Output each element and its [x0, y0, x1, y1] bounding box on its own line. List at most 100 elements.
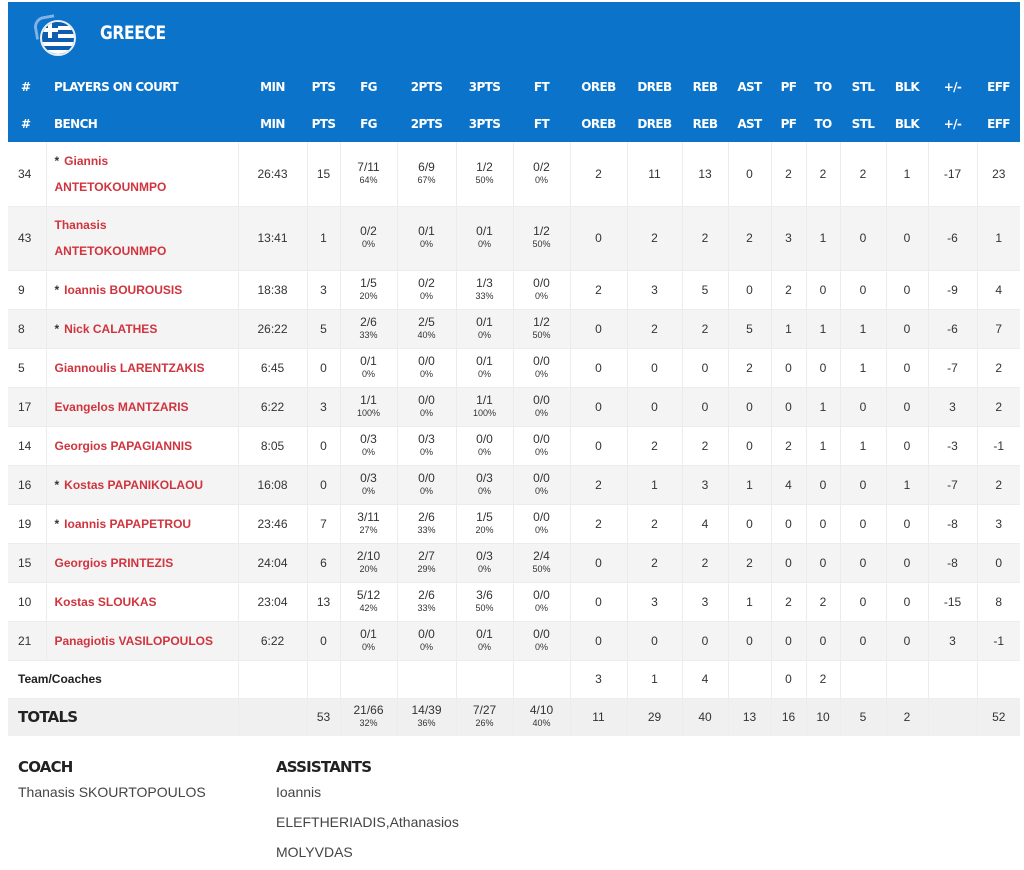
stat-stl: 1	[840, 426, 887, 466]
player-name-link[interactable]: Ioannis PAPAPETROU	[64, 517, 191, 531]
stat-ft-pct: 0%	[534, 641, 548, 652]
player-first-name[interactable]: Kostas	[54, 594, 95, 609]
player-name-link[interactable]: Thanasis ANTETOKOUNMPO	[55, 218, 167, 258]
player-last-name[interactable]: CALATHES	[92, 321, 158, 336]
player-first-name[interactable]: Giannoulis	[54, 360, 117, 375]
player-last-name[interactable]: PRINTEZIS	[110, 555, 174, 570]
player-name-cell: Evangelos MANTZARIS	[46, 387, 239, 427]
player-name-link[interactable]: Georgios PRINTEZIS	[55, 556, 174, 570]
player-name-link[interactable]: Evangelos MANTZARIS	[55, 400, 189, 414]
player-first-name[interactable]: Nick	[64, 321, 90, 336]
stat-to: 0	[806, 621, 841, 661]
stat-pf: 0	[771, 621, 807, 661]
player-first-name[interactable]: Ioannis	[64, 282, 107, 297]
stat-3pts-pct: 0%	[477, 446, 491, 457]
stat-2pts-made: 0/1	[418, 224, 435, 238]
player-last-name[interactable]: ANTETOKOUNMPO	[54, 244, 167, 258]
player-first-name[interactable]: Evangelos	[54, 399, 115, 414]
total-ast: 13	[728, 698, 772, 736]
stat-ft-made: 0/0	[533, 587, 550, 602]
player-first-name[interactable]: Georgios	[54, 438, 108, 453]
stat-pf: 3	[771, 206, 807, 271]
player-first-name[interactable]: Thanasis	[54, 218, 107, 232]
player-last-name[interactable]: VASILOPOULOS	[118, 633, 213, 648]
col-header-2pts: 2PTS	[410, 79, 443, 94]
player-last-name[interactable]: BOUROUSIS	[109, 282, 183, 297]
stat-ft: 0/0 0%	[513, 387, 571, 427]
player-first-name[interactable]: Giannis	[64, 153, 109, 168]
player-last-name[interactable]: LARENTZAKIS	[119, 360, 205, 375]
player-name-cell: Panagiotis VASILOPOULOS	[46, 621, 239, 661]
player-last-name[interactable]: PAPAPETROU	[109, 516, 192, 531]
stat-2pts: 0/3 0%	[397, 426, 457, 466]
stat-min: 6:22	[238, 621, 308, 661]
stat-plus-minus: -7	[928, 348, 978, 388]
stat-2pts-made: 2/7	[418, 548, 435, 563]
stat-2pts-pct: 0%	[419, 239, 433, 249]
stat-plus-minus: -9	[928, 270, 978, 310]
stat-plus-minus: -7	[928, 465, 978, 505]
total-eff: 52	[977, 698, 1020, 736]
stat-ft: 0/0 0%	[513, 270, 571, 310]
stat-ft-pct: 0%	[534, 407, 548, 418]
stat-min: 16:08	[238, 465, 308, 505]
stat-fg-made: 0/3	[360, 431, 377, 446]
player-name-link[interactable]: Panagiotis VASILOPOULOS	[55, 634, 213, 648]
player-row: 34 * Giannis ANTETOKOUNMPO 26:43 15 7/11 64% 6/9…	[8, 142, 1020, 207]
player-name-link[interactable]: Nick CALATHES	[64, 322, 157, 336]
stat-pf: 0	[771, 543, 807, 583]
stat-ft-pct: 0%	[534, 485, 548, 496]
player-first-name[interactable]: Ioannis	[64, 516, 107, 531]
player-name-link[interactable]: Kostas SLOUKAS	[55, 595, 157, 609]
player-number: 16	[8, 465, 47, 505]
team-stat-3pts	[456, 659, 514, 699]
team-coaches-row: Team/Coaches 3 1 4 0 2	[8, 659, 1020, 699]
stat-ast: 0	[728, 270, 772, 310]
player-row: 16 * Kostas PAPANIKOLAOU 16:08 0 0/3 0% 0/0 0% 0/…	[8, 465, 1020, 505]
total-to: 10	[806, 698, 841, 736]
stat-pf: 1	[771, 309, 807, 349]
stat-3pts: 1/1 100%	[456, 387, 514, 427]
player-last-name[interactable]: PAPANIKOLAOU	[107, 477, 204, 492]
assistant-line: ELEFTHERIADIS,Athanasios	[276, 814, 459, 830]
stat-3pts: 0/3 0%	[456, 465, 514, 505]
player-last-name[interactable]: SLOUKAS	[97, 594, 157, 609]
totals-label: TOTALS	[8, 698, 239, 736]
player-first-name[interactable]: Panagiotis	[54, 633, 116, 648]
player-last-name[interactable]: ANTETOKOUNMPO	[54, 179, 167, 194]
stat-reb: 2	[682, 426, 729, 466]
player-name-link[interactable]: Ioannis BOUROUSIS	[64, 283, 182, 297]
stat-to: 1	[806, 309, 841, 349]
stat-ft-pct: 0%	[534, 524, 548, 535]
stat-oreb: 2	[570, 504, 628, 544]
coach-heading: COACH	[18, 758, 73, 776]
col-header-plus-minus: +/-	[943, 79, 962, 94]
stat-ast: 0	[728, 621, 772, 661]
stat-2pts-pct: 33%	[417, 602, 436, 613]
stat-reb: 4	[682, 504, 729, 544]
stat-3pts-made: 0/1	[476, 314, 493, 329]
stat-min: 26:22	[238, 309, 308, 349]
stat-blk: 1	[886, 142, 929, 207]
stat-fg: 7/11 64%	[340, 142, 398, 207]
player-name-link[interactable]: Georgios PAPAGIANNIS	[55, 439, 193, 453]
player-last-name[interactable]: MANTZARIS	[117, 399, 189, 414]
stat-ast: 2	[728, 348, 772, 388]
player-last-name[interactable]: PAPAGIANNIS	[110, 438, 193, 453]
stat-min: 13:41	[238, 206, 308, 271]
team-stat-oreb: 3	[570, 659, 628, 699]
stat-3pts: 0/1 0%	[456, 621, 514, 661]
stat-min: 23:04	[238, 582, 308, 622]
player-name-link[interactable]: Giannis ANTETOKOUNMPO	[55, 154, 167, 194]
stat-blk: 0	[886, 426, 929, 466]
player-number: 5	[8, 348, 47, 388]
stat-3pts-pct: 100%	[472, 407, 497, 418]
stat-ast: 2	[728, 543, 772, 583]
player-first-name[interactable]: Georgios	[54, 555, 108, 570]
stat-blk: 0	[886, 543, 929, 583]
player-name-link[interactable]: Kostas PAPANIKOLAOU	[64, 478, 203, 492]
col-header-plus-minus: +/-	[943, 116, 962, 131]
player-name-link[interactable]: Giannoulis LARENTZAKIS	[55, 361, 205, 375]
player-first-name[interactable]: Kostas	[64, 477, 105, 492]
stat-dreb: 2	[627, 426, 683, 466]
